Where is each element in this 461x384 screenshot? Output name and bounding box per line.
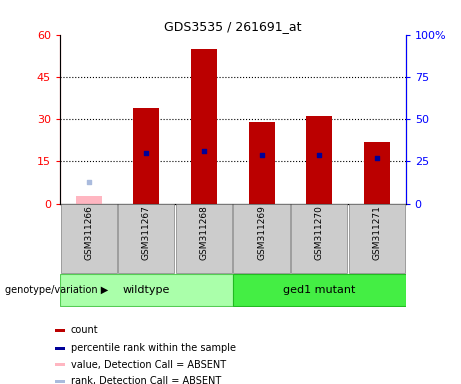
Text: GSM311269: GSM311269: [257, 205, 266, 260]
Text: GSM311267: GSM311267: [142, 205, 151, 260]
Text: value, Detection Call = ABSENT: value, Detection Call = ABSENT: [71, 360, 226, 370]
FancyBboxPatch shape: [60, 204, 117, 273]
FancyBboxPatch shape: [118, 204, 174, 273]
Point: [258, 151, 266, 157]
FancyBboxPatch shape: [349, 204, 405, 273]
Bar: [191, 49, 217, 204]
Point: [315, 151, 323, 157]
Bar: [133, 108, 160, 204]
FancyBboxPatch shape: [233, 274, 406, 306]
Text: ged1 mutant: ged1 mutant: [283, 285, 355, 295]
FancyBboxPatch shape: [60, 274, 233, 306]
Text: count: count: [71, 325, 98, 335]
Bar: [306, 116, 332, 204]
Title: GDS3535 / 261691_at: GDS3535 / 261691_at: [164, 20, 301, 33]
FancyBboxPatch shape: [233, 204, 290, 273]
Bar: [55, 363, 65, 366]
Bar: [55, 329, 65, 332]
FancyBboxPatch shape: [291, 204, 348, 273]
Point: [85, 179, 92, 185]
Point: [142, 150, 150, 156]
Point: [373, 155, 381, 161]
Point: [200, 148, 207, 154]
Text: rank, Detection Call = ABSENT: rank, Detection Call = ABSENT: [71, 376, 221, 384]
Bar: [55, 380, 65, 383]
Text: GSM311270: GSM311270: [315, 205, 324, 260]
Text: GSM311266: GSM311266: [84, 205, 93, 260]
Bar: [364, 142, 390, 204]
Bar: [55, 346, 65, 349]
Text: GSM311268: GSM311268: [200, 205, 208, 260]
Text: percentile rank within the sample: percentile rank within the sample: [71, 343, 236, 353]
Bar: [248, 122, 275, 204]
Bar: [76, 197, 102, 204]
Text: wildtype: wildtype: [123, 285, 170, 295]
Text: GSM311271: GSM311271: [372, 205, 381, 260]
Text: genotype/variation ▶: genotype/variation ▶: [5, 285, 108, 295]
FancyBboxPatch shape: [176, 204, 232, 273]
